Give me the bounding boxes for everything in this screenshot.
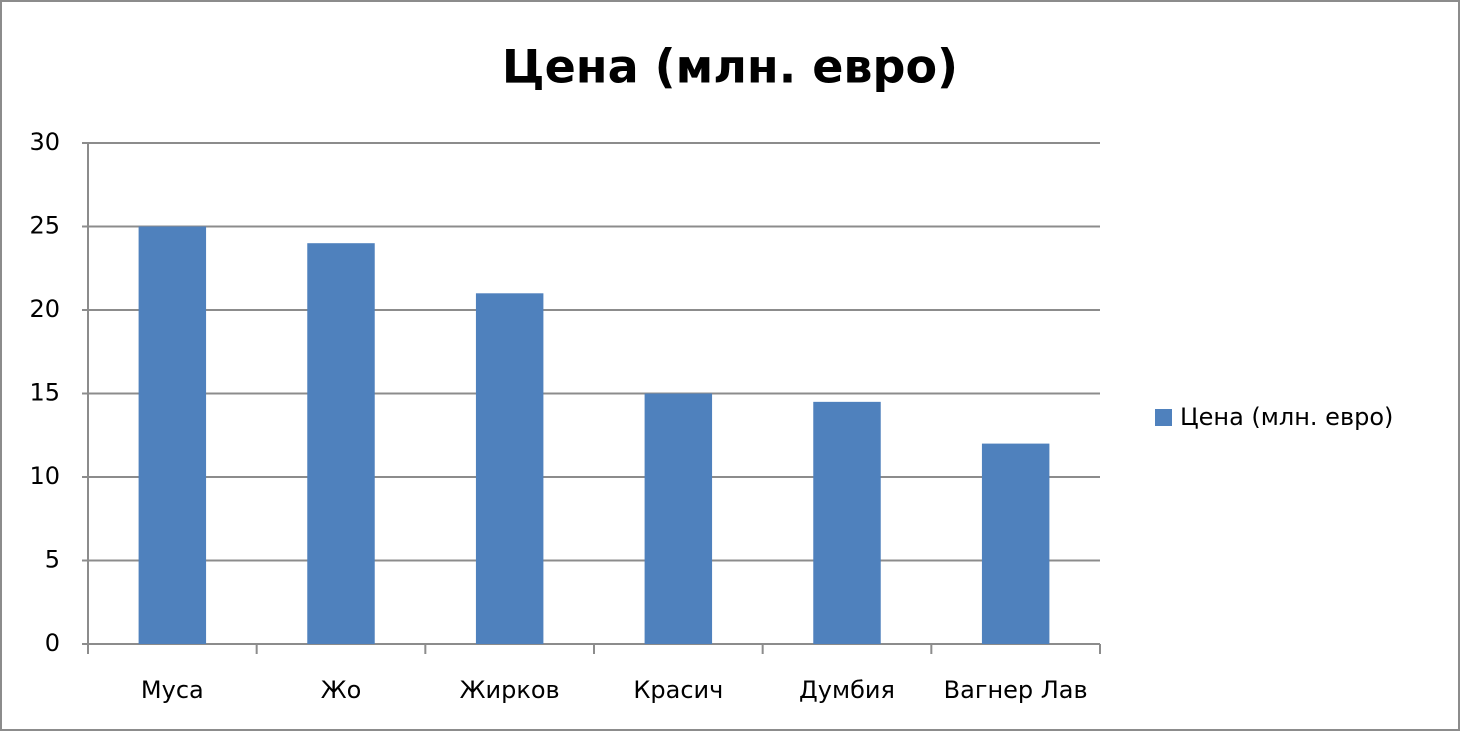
x-tick-label: Жирков <box>460 676 560 704</box>
y-tick-label: 20 <box>29 295 60 323</box>
bar <box>813 401 881 644</box>
bar <box>307 243 375 644</box>
y-tick-label: 5 <box>45 546 60 574</box>
y-tick-label: 15 <box>29 379 60 407</box>
bar <box>475 293 544 644</box>
y-tick-label: 25 <box>29 212 60 240</box>
x-tick-label: Муса <box>141 676 204 704</box>
bar <box>981 443 1050 644</box>
legend-label: Цена (млн. евро) <box>1180 403 1393 431</box>
x-tick-label: Думбия <box>799 676 895 704</box>
bar <box>138 226 207 644</box>
x-tick-label: Красич <box>633 676 723 704</box>
bar <box>644 393 713 644</box>
chart-title: Цена (млн. евро) <box>502 40 958 94</box>
y-tick-label: 0 <box>45 629 60 657</box>
legend-swatch <box>1155 409 1172 426</box>
y-tick-label: 30 <box>29 128 60 156</box>
x-tick-label: Вагнер Лав <box>944 676 1088 704</box>
y-tick-label: 10 <box>29 462 60 490</box>
x-tick-label: Жо <box>321 676 362 704</box>
